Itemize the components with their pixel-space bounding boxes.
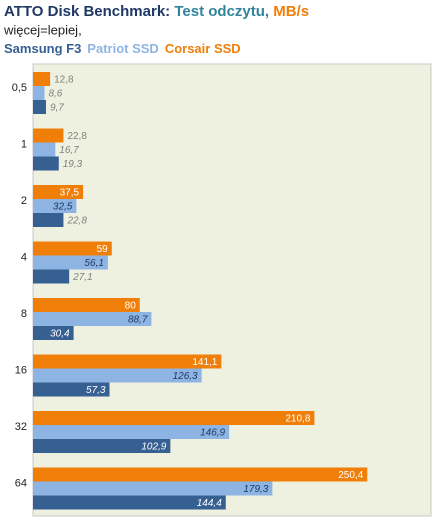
title-part: MB/s	[273, 3, 309, 20]
bar	[33, 142, 56, 157]
y-tick-label: 32	[15, 421, 27, 433]
bar	[33, 269, 70, 284]
bar	[33, 411, 315, 425]
bar	[33, 495, 226, 510]
bar	[33, 382, 110, 397]
bar	[33, 199, 77, 213]
legend-entry: Corsair SSD	[165, 41, 241, 56]
value-label: 179,3	[243, 484, 268, 495]
chart-title: ATTO Disk Benchmark: Test odczytu, MB/s	[4, 3, 309, 20]
bar	[33, 439, 171, 453]
value-label: 9,7	[50, 103, 64, 114]
value-label: 22,8	[67, 131, 87, 142]
bar	[33, 354, 222, 369]
legend-entry: Samsung F3	[4, 41, 81, 56]
title-part: ATTO Disk Benchmark:	[4, 3, 170, 20]
value-label: 56,1	[84, 258, 103, 269]
value-label: 19,3	[63, 159, 83, 170]
title-part: Test odczytu,	[174, 3, 269, 20]
y-tick-label: 64	[15, 478, 27, 490]
bar	[33, 326, 74, 340]
bar	[33, 481, 273, 496]
y-tick-label: 1	[21, 139, 27, 151]
value-label: 88,7	[128, 315, 148, 326]
value-label: 37,5	[60, 188, 80, 199]
y-tick-label: 8	[21, 308, 27, 320]
value-label: 126,3	[173, 371, 198, 382]
value-label: 59	[97, 244, 109, 255]
bar	[33, 255, 108, 270]
bar	[33, 156, 59, 171]
value-label: 27,1	[72, 272, 92, 283]
legend-entry: Patriot SSD	[87, 41, 159, 56]
value-label: 144,4	[197, 498, 222, 509]
bar	[33, 467, 368, 482]
bar	[33, 368, 202, 383]
value-label: 141,1	[192, 357, 217, 368]
value-label: 12,8	[54, 75, 74, 86]
value-label: 16,7	[59, 145, 79, 156]
value-label: 30,4	[50, 329, 70, 340]
value-label: 22,8	[66, 216, 87, 227]
y-tick-label: 16	[15, 365, 27, 377]
bar	[33, 86, 45, 100]
value-label: 250,4	[338, 470, 363, 481]
bar	[33, 312, 152, 326]
value-label: 80	[125, 301, 137, 312]
value-label: 210,8	[285, 414, 310, 425]
value-label: 102,9	[141, 442, 166, 453]
value-label: 57,3	[86, 385, 106, 396]
bar	[33, 298, 140, 312]
value-label: 146,9	[200, 428, 225, 439]
bar	[33, 72, 51, 86]
bar	[33, 213, 64, 227]
value-label: 32,5	[53, 202, 73, 213]
bar	[33, 241, 112, 256]
bar	[33, 100, 46, 114]
bar	[33, 128, 64, 143]
bar	[33, 425, 230, 439]
value-label: 8,6	[48, 89, 62, 100]
y-tick-label: 2	[21, 195, 27, 207]
subtitle: więcej=lepiej,	[3, 22, 82, 37]
y-tick-label: 4	[21, 252, 27, 264]
legend: Samsung F3 Patriot SSD Corsair SSD	[4, 41, 241, 56]
bar	[33, 185, 84, 199]
y-tick-label: 0,5	[12, 82, 27, 94]
